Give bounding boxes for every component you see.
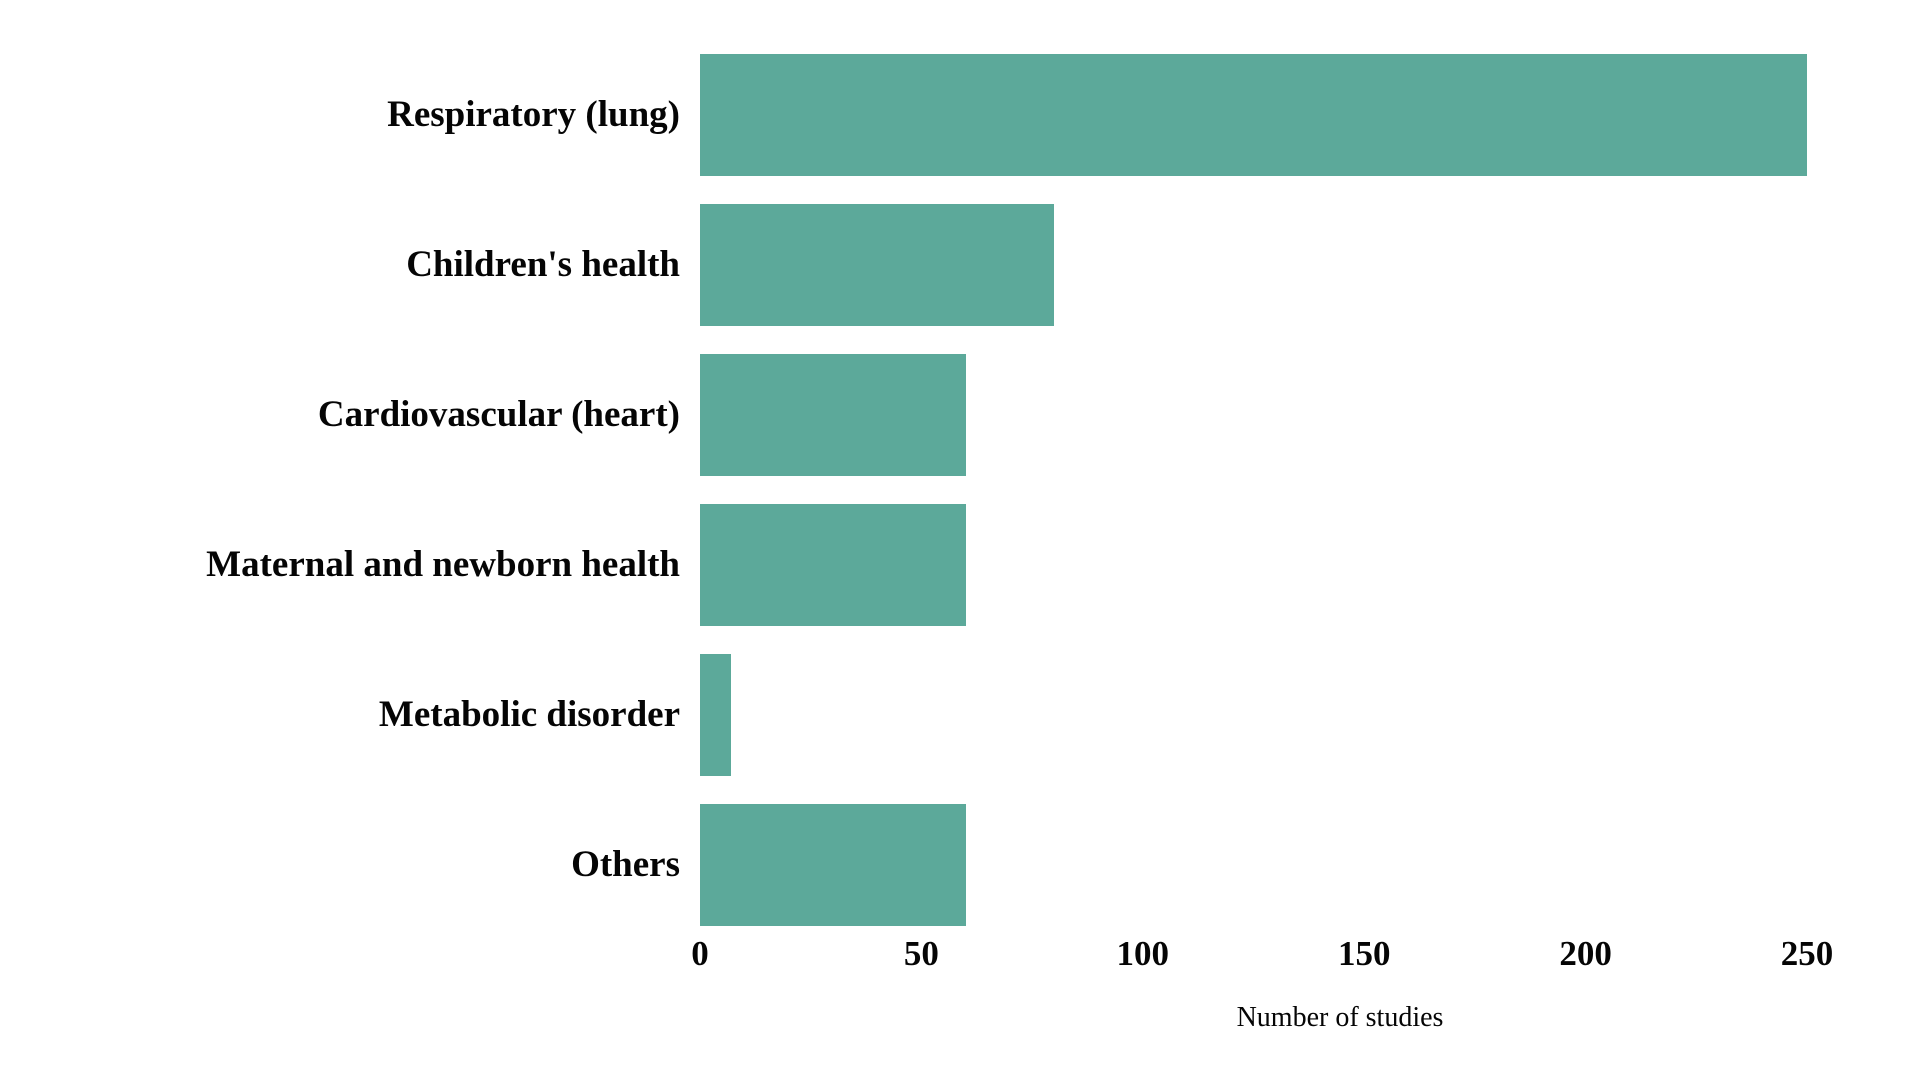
category-label: Maternal and newborn health <box>206 543 680 585</box>
bar-track <box>700 354 1850 476</box>
x-tick-label: 0 <box>691 934 709 973</box>
category-label: Children's health <box>406 243 680 285</box>
bar <box>700 54 1807 176</box>
bar-track <box>700 54 1850 176</box>
bar-track <box>700 654 1850 776</box>
bar-track <box>700 804 1850 926</box>
chart-row: Cardiovascular (heart) <box>0 340 1920 490</box>
bar <box>700 804 966 926</box>
category-label: Cardiovascular (heart) <box>317 393 680 435</box>
x-tick-label: 200 <box>1559 934 1612 973</box>
x-tick-label: 250 <box>1780 934 1834 973</box>
x-axis-title: Number of studies <box>1236 1002 1444 1033</box>
category-label: Others <box>571 843 680 885</box>
x-tick-label: 50 <box>903 934 939 973</box>
x-tick-label: 100 <box>1116 934 1170 973</box>
chart-row: Metabolic disorder <box>0 640 1920 790</box>
bar <box>700 204 1055 326</box>
category-label: Metabolic disorder <box>378 693 680 735</box>
chart-row: Children's health <box>0 190 1920 340</box>
x-tick-label: 150 <box>1337 934 1391 973</box>
bar-track <box>700 204 1850 326</box>
chart-row: Others <box>0 790 1920 940</box>
x-axis: 0 50 100 150 200 250 <box>691 934 1850 982</box>
bar <box>700 504 966 626</box>
chart-row: Respiratory (lung) <box>0 40 1920 190</box>
bar-track <box>700 504 1850 626</box>
bar <box>700 354 966 476</box>
plot-area: Respiratory (lung) Children's health Cardi… <box>0 40 1920 940</box>
bar <box>700 654 731 776</box>
chart-row: Maternal and newborn health <box>0 490 1920 640</box>
category-label: Respiratory (lung) <box>387 93 680 135</box>
